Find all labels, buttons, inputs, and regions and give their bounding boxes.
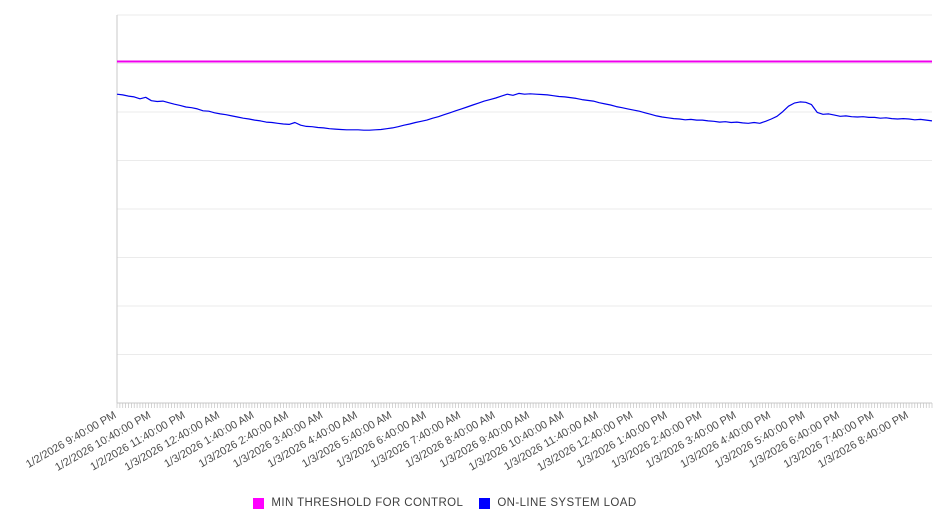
system-load-legend-swatch-icon [479, 497, 491, 509]
legend-label-system-load: ON-LINE SYSTEM LOAD [497, 497, 637, 509]
legend-item-threshold: MIN THRESHOLD FOR CONTROL [253, 497, 463, 509]
legend-item-system-load: ON-LINE SYSTEM LOAD [479, 497, 636, 509]
threshold-legend-swatch-icon [253, 497, 265, 509]
legend-label-threshold: MIN THRESHOLD FOR CONTROL [271, 497, 464, 509]
system-load-line [116, 92, 933, 131]
chart-legend: MIN THRESHOLD FOR CONTROL ON-LINE SYSTEM… [0, 497, 918, 509]
